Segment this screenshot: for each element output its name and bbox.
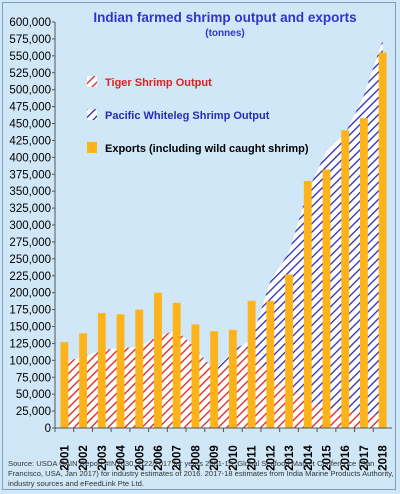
chart-title: Indian farmed shrimp output and exports: [93, 10, 356, 25]
x-tick-label: 2006: [153, 445, 165, 471]
y-tick-label: 400,000: [9, 152, 51, 164]
export-bar: [285, 274, 293, 428]
y-tick-label: 350,000: [9, 186, 51, 198]
y-tick-label: 0: [45, 423, 51, 435]
x-tick-label: 2009: [209, 445, 221, 471]
export-bar: [303, 181, 312, 428]
export-bar: [341, 130, 350, 428]
x-tick-label: 2015: [321, 445, 333, 471]
y-tick-label: 125,000: [9, 338, 51, 350]
export-bar: [116, 314, 125, 428]
y-tick-label: 550,000: [9, 51, 51, 63]
y-tick-label: 250,000: [9, 254, 51, 266]
export-bar: [266, 300, 275, 428]
x-tick-label: 2011: [247, 445, 259, 471]
y-tick-label: 525,000: [9, 68, 51, 80]
y-tick-label: 225,000: [9, 271, 51, 283]
y-tick-label: 300,000: [9, 220, 51, 232]
x-tick-label: 2018: [378, 445, 390, 471]
y-tick-label: 200,000: [9, 288, 51, 300]
y-tick-label: 150,000: [9, 322, 51, 334]
y-tick-label: 100,000: [9, 355, 51, 367]
export-bar: [97, 312, 106, 428]
x-tick-label: 2012: [265, 445, 277, 471]
x-tick-label: 2004: [116, 445, 128, 471]
export-bar: [359, 118, 368, 428]
source-note: Source: USDA GAIN Report #IN7030, 2/22/2…: [8, 459, 394, 488]
x-tick-label: 2016: [340, 445, 352, 471]
export-bar: [228, 329, 237, 428]
legend-exports-swatch: [87, 142, 97, 153]
x-tick-label: 2002: [78, 445, 90, 471]
legend-whiteleg-label: Pacific Whiteleg Shrimp Output: [105, 110, 270, 122]
x-tick-label: 2005: [134, 445, 146, 471]
x-tick-label: 2013: [284, 445, 296, 471]
y-tick-label: 475,000: [9, 102, 51, 114]
whiteleg-shrimp-area: [64, 40, 383, 416]
x-tick-label: 2014: [303, 445, 315, 471]
x-tick-label: 2007: [172, 445, 184, 471]
y-tick-label: 500,000: [9, 85, 51, 97]
export-bar: [60, 342, 69, 428]
y-tick-label: 450,000: [9, 119, 51, 131]
chart-subtitle: (tonnes): [205, 28, 244, 39]
x-tick-label: 2001: [59, 445, 71, 471]
y-tick-label: 600,000: [9, 17, 51, 29]
export-bar: [322, 169, 331, 428]
export-bar: [191, 324, 200, 428]
y-tick-label: 325,000: [9, 203, 51, 215]
y-tick-label: 375,000: [9, 169, 51, 181]
chart-frame: [2, 2, 396, 490]
x-tick-label: 2017: [359, 445, 371, 471]
y-tick-label: 575,000: [9, 34, 51, 46]
export-bar: [172, 302, 181, 428]
tiger-shrimp-area: [64, 329, 383, 428]
legend-tiger-label: Tiger Shrimp Output: [105, 77, 212, 89]
y-tick-label: 175,000: [9, 305, 51, 317]
export-bar: [79, 333, 88, 428]
y-tick-label: 425,000: [9, 135, 51, 147]
legend-whiteleg-swatch: [87, 109, 97, 120]
x-tick-label: 2003: [97, 445, 109, 471]
export-bar: [135, 309, 144, 428]
export-bar: [210, 331, 219, 428]
plot-area: 0 25,000 50,000 75,000 100,000 125,000 150,000…: [9, 17, 392, 471]
x-tick-label: 2008: [190, 445, 202, 471]
x-tick-label: 2010: [228, 445, 240, 471]
export-bar: [247, 300, 256, 428]
legend-tiger-swatch: [87, 76, 97, 87]
export-bar: [154, 292, 162, 428]
y-tick-label: 75,000: [16, 372, 51, 384]
export-bar: [378, 52, 387, 428]
legend: Tiger Shrimp Output Pacific Whiteleg Shri…: [87, 76, 309, 155]
y-tick-label: 275,000: [9, 237, 51, 249]
legend-exports-label: Exports (including wild caught shrimp): [105, 143, 309, 155]
y-tick-label: 25,000: [16, 406, 51, 418]
y-tick-label: 50,000: [16, 389, 51, 401]
